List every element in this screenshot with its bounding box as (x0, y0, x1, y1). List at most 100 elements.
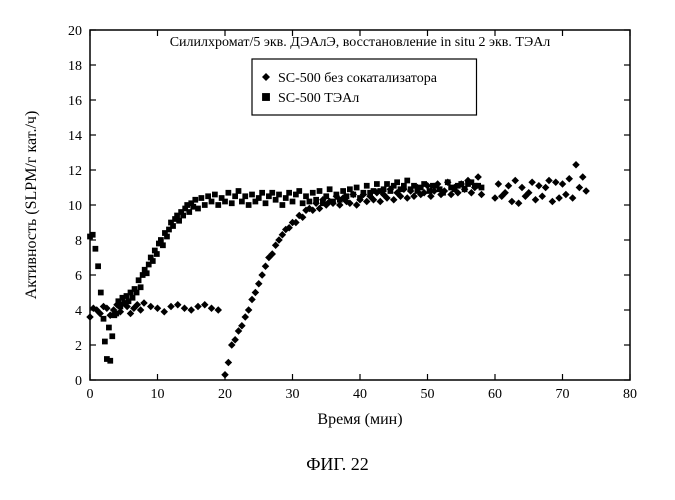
y-axis-label: Активность (SLPM/г кат./ч) (23, 111, 40, 300)
data-point (384, 181, 390, 187)
data-point (411, 183, 417, 189)
y-tick-label: 16 (68, 94, 82, 109)
data-point (192, 197, 198, 203)
figure-container: 0102030405060708002468101214161820Время … (0, 0, 675, 500)
legend: SC-500 без сокатализатора SC-500 ТЭАл (252, 59, 477, 115)
data-point (195, 206, 201, 212)
data-point (106, 325, 112, 331)
data-point (307, 199, 313, 205)
data-point (95, 263, 101, 269)
data-point (361, 190, 367, 196)
data-point (212, 192, 218, 198)
x-tick-label: 0 (87, 387, 94, 402)
y-tick-label: 10 (68, 199, 82, 214)
data-point (290, 199, 296, 205)
data-point (246, 202, 252, 208)
y-tick-label: 4 (75, 304, 82, 319)
data-point (283, 195, 289, 201)
data-point (310, 190, 316, 196)
data-point (280, 202, 286, 208)
data-point (209, 199, 215, 205)
data-point (371, 188, 377, 194)
data-point (401, 183, 407, 189)
data-point (160, 242, 166, 248)
legend-label: SC-500 ТЭАл (278, 91, 359, 106)
y-tick-label: 14 (68, 129, 82, 144)
data-point (256, 195, 262, 201)
data-point (327, 186, 333, 192)
data-point (186, 209, 192, 215)
data-point (340, 188, 346, 194)
y-tick-label: 20 (68, 24, 82, 39)
data-point (180, 213, 186, 219)
data-point (164, 234, 170, 240)
data-point (445, 179, 451, 185)
y-tick-label: 0 (75, 374, 82, 389)
data-point (150, 258, 156, 264)
data-point (236, 188, 242, 194)
data-point (199, 195, 205, 201)
data-point (249, 192, 255, 198)
data-point (334, 192, 340, 198)
data-point (388, 188, 394, 194)
data-point (458, 181, 464, 187)
data-point (113, 311, 119, 317)
data-point (98, 290, 104, 296)
legend-label: SC-500 без сокатализатора (278, 71, 438, 86)
data-point (347, 186, 353, 192)
x-tick-label: 20 (218, 387, 232, 402)
data-point (262, 93, 270, 101)
data-point (296, 188, 302, 194)
x-tick-label: 60 (488, 387, 502, 402)
data-point (205, 193, 211, 199)
x-tick-label: 40 (353, 387, 367, 402)
data-point (239, 199, 245, 205)
data-point (320, 200, 326, 206)
data-point (93, 246, 99, 252)
data-point (226, 190, 232, 196)
figure-caption: ФИГ. 22 (306, 454, 369, 474)
data-point (202, 202, 208, 208)
data-point (269, 190, 275, 196)
y-tick-label: 12 (68, 164, 82, 179)
data-point (344, 193, 350, 199)
data-point (263, 200, 269, 206)
data-point (215, 202, 221, 208)
data-point (222, 199, 228, 205)
data-point (154, 251, 160, 257)
data-point (374, 181, 380, 187)
data-point (232, 193, 238, 199)
data-point (303, 193, 309, 199)
chart-svg: 0102030405060708002468101214161820Время … (0, 0, 675, 500)
data-point (109, 333, 115, 339)
data-point (130, 295, 136, 301)
data-point (404, 178, 410, 184)
data-point (300, 200, 306, 206)
data-point (107, 358, 113, 364)
data-point (350, 192, 356, 198)
data-point (323, 193, 329, 199)
data-point (229, 200, 235, 206)
y-tick-label: 8 (75, 234, 82, 249)
data-point (158, 237, 164, 243)
data-point (421, 181, 427, 187)
data-point (90, 232, 96, 238)
y-tick-label: 6 (75, 269, 82, 284)
data-point (357, 195, 363, 201)
x-tick-label: 80 (623, 387, 637, 402)
data-point (259, 190, 265, 196)
y-tick-label: 18 (68, 59, 82, 74)
data-point (170, 223, 176, 229)
data-point (330, 199, 336, 205)
data-point (479, 185, 485, 191)
y-tick-label: 2 (75, 339, 82, 354)
data-point (176, 218, 182, 224)
data-point (134, 290, 140, 296)
data-point (313, 197, 319, 203)
x-axis-label: Время (мин) (317, 411, 402, 428)
data-point (138, 284, 144, 290)
data-point (427, 188, 433, 194)
data-point (440, 190, 446, 196)
x-tick-label: 10 (151, 387, 165, 402)
chart-title: Силилхромат/5 экв. ДЭАлЭ, восстановление… (170, 35, 551, 50)
